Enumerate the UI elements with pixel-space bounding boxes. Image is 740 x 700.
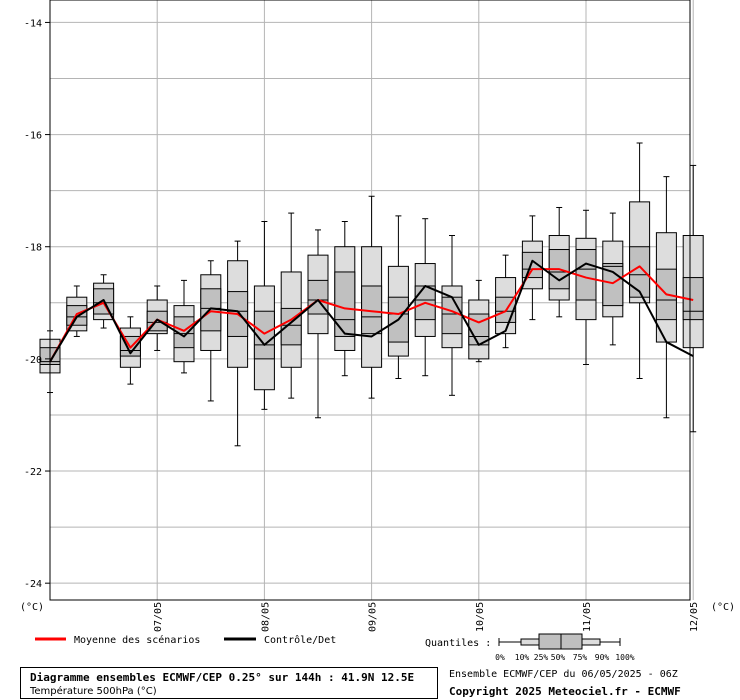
ensemble-box [682,164,704,433]
copyright: Copyright 2025 Meteociel.fr - ECMWF [449,685,681,698]
ensemble-box [548,206,570,318]
x-tick-label: 11/05 [582,602,593,632]
ensemble-box [307,229,329,419]
ensemble-chart: -14 -16 -18 -20 -22 -24 07/05 08/05 09/05 10/05 1… [20,0,735,662]
ensemble-box [334,220,356,377]
box-25-75 [334,271,356,337]
ensemble-box [602,212,624,346]
ensemble-box [655,176,677,419]
ensemble-box [521,215,543,321]
ensemble-box [387,215,409,380]
chart-title: Diagramme ensembles ECMWF/CEP 0.25° sur … [30,671,415,684]
y-tick-label: -14 [24,18,42,29]
y-tick-label: -16 [24,131,42,142]
ensemble-box [468,279,490,363]
ensemble-box [119,316,141,385]
y-tick-label: -20 [24,355,42,366]
series-lines [49,259,694,363]
plot-frame [49,0,691,601]
run-info: Ensemble ECMWF/CEP du 06/05/2025 - 06Z [449,669,678,680]
y-unit-label-right: (°C) [711,602,735,613]
y-tick-label: -18 [24,243,42,254]
chart-subtitle: Température 500hPa (°C) [30,686,157,697]
y-axis-ticks: -14 -16 -18 -20 -22 -24 [24,18,50,590]
quantile-name: 0% [495,653,505,662]
ensemble-box [146,285,168,351]
x-tick-label: 12/05 [689,602,700,632]
box-25-75 [253,310,275,360]
ensemble-box [575,209,597,365]
ensemble-box [361,195,383,399]
ensemble-box [629,142,651,380]
quantile-name: 90% [595,653,610,662]
y-tick-label: -24 [24,579,42,590]
ensemble-box [280,212,302,399]
box-25-75 [629,246,651,298]
control-series-line [49,259,694,363]
info-box: Diagramme ensembles ECMWF/CEP 0.25° sur … [20,667,438,699]
y-unit-label-left: (°C) [20,602,44,613]
legend-quantiles-label: Quantiles : [425,638,491,649]
quantile-name: 100% [615,653,634,662]
box-25-75 [602,263,624,307]
box-25-75 [441,296,463,335]
x-tick-label: 07/05 [153,602,164,632]
legend: Moyenne des scénarios Contrôle/Det Quant… [35,633,635,662]
x-tick-label: 10/05 [475,602,486,632]
ensemble-box [414,218,436,377]
y-tick-label: -22 [24,467,42,478]
quantile-name: 25% [534,653,549,662]
ensemble-box [173,279,195,374]
x-tick-label: 08/05 [260,602,271,632]
legend-mean-label: Moyenne des scénarios [74,634,200,646]
x-tick-label: 09/05 [368,602,379,632]
quantile-key [498,633,621,650]
quantile-name: 10% [515,653,530,662]
box-25-75 [173,316,195,349]
quantile-names: 0% 10% 25% 50% 75% 90% 100% [495,653,635,662]
ensemble-box [253,220,275,410]
quantile-name: 50% [551,653,566,662]
ensemble-box [441,235,463,396]
ensemble-box [200,260,222,402]
quantile-name: 75% [573,653,588,662]
legend-control-label: Contrôle/Det [264,634,336,646]
x-axis-ticks: 07/05 08/05 09/05 10/05 11/05 12/05 [153,602,700,632]
